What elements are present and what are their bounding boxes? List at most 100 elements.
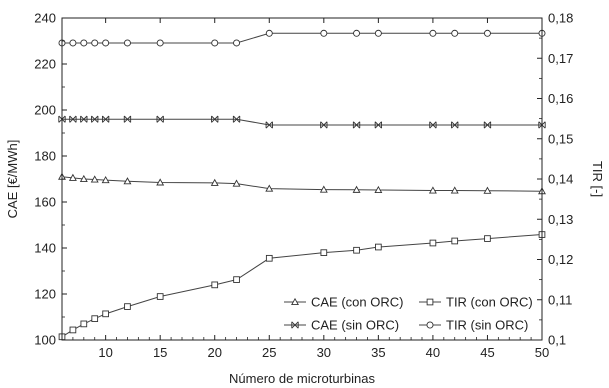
- legend-label: TIR (con ORC): [446, 295, 533, 310]
- series-triangle: [58, 172, 546, 195]
- y-right-tick-label: 0,13: [548, 212, 573, 227]
- data-point: [102, 39, 110, 47]
- data-point: [451, 29, 459, 37]
- y-left-tick-label: 100: [34, 333, 56, 348]
- data-point: [102, 310, 109, 318]
- data-point: [352, 121, 361, 129]
- data-point: [265, 121, 273, 129]
- series-line: [62, 118, 542, 126]
- data-point: [210, 178, 219, 186]
- data-point: [451, 121, 459, 129]
- data-point: [156, 178, 165, 186]
- data-point: [211, 115, 219, 123]
- data-point: [123, 39, 131, 47]
- data-point: [483, 29, 491, 37]
- x-tick-label: 25: [262, 345, 276, 360]
- axes: 10 15 20 25 30 35 40 45 50 100 120 140 160 180 200 220 2…: [34, 11, 573, 361]
- data-point: [374, 29, 382, 37]
- y-left-tick-label: 120: [34, 287, 56, 302]
- data-point: [69, 39, 77, 47]
- data-point: [91, 115, 99, 123]
- series-layer: [58, 29, 546, 341]
- y-left-tick-label: 200: [34, 103, 56, 118]
- data-point: [428, 186, 437, 194]
- data-point: [123, 115, 132, 123]
- data-point: [124, 303, 131, 310]
- y-left-tick-label: 140: [34, 241, 56, 256]
- data-point: [91, 315, 99, 322]
- legend-label: CAE (con ORC): [311, 295, 403, 310]
- y-left-tick-label: 180: [34, 149, 56, 164]
- data-point: [80, 320, 88, 328]
- data-point: [265, 29, 273, 37]
- legend-marker: [291, 297, 299, 306]
- y-right-tick-label: 0,1: [548, 333, 566, 348]
- x-tick-label: 20: [207, 345, 221, 360]
- legend-entry: TIR (sin ORC): [419, 318, 528, 333]
- x-tick-label: 10: [98, 345, 112, 360]
- legend: CAE (con ORC) TIR (con ORC) CAE (sin ORC) T…: [284, 295, 533, 333]
- y-right-tick-label: 0,11: [548, 292, 572, 307]
- data-point: [374, 185, 383, 194]
- data-point: [352, 185, 361, 193]
- y-right-tick-label: 0,14: [548, 172, 573, 187]
- data-point: [320, 29, 328, 37]
- data-point: [91, 39, 99, 47]
- x-tick-label: 35: [371, 345, 385, 360]
- y-left-axis-title: CAE [€/MWh]: [5, 140, 20, 219]
- legend-label: TIR (sin ORC): [446, 318, 528, 333]
- data-point: [450, 186, 459, 194]
- x-tick-label: 40: [426, 345, 440, 360]
- data-point: [156, 115, 164, 123]
- data-point: [101, 115, 110, 123]
- data-point: [69, 115, 77, 123]
- data-point: [429, 239, 437, 247]
- data-point: [353, 29, 361, 37]
- data-point: [80, 39, 88, 47]
- data-point: [320, 249, 328, 256]
- data-point: [68, 173, 77, 181]
- data-point: [374, 121, 383, 129]
- y-left-tick-label: 220: [34, 57, 56, 72]
- legend-entry: TIR (con ORC): [419, 295, 533, 310]
- data-point: [484, 235, 491, 242]
- x-tick-label: 30: [317, 345, 331, 360]
- data-point: [451, 237, 459, 245]
- series-square: [58, 231, 546, 341]
- data-point: [69, 326, 77, 334]
- data-point: [156, 293, 164, 300]
- legend-label: CAE (sin ORC): [311, 318, 399, 333]
- y-right-tick-label: 0,18: [548, 11, 573, 26]
- data-point: [483, 121, 492, 129]
- y-right-tick-label: 0,17: [548, 51, 573, 66]
- plot-frame: [61, 17, 543, 341]
- y-right-axis-title: TIR [-]: [590, 161, 605, 197]
- data-point: [375, 243, 382, 251]
- legend-entry: CAE (con ORC): [284, 295, 403, 310]
- y-left-tick-label: 240: [34, 11, 56, 26]
- series-line: [62, 32, 542, 44]
- data-point: [80, 115, 88, 123]
- x-tick-label: 45: [480, 345, 494, 360]
- data-point: [265, 254, 273, 262]
- data-point: [211, 39, 219, 47]
- x-tick-label: 15: [153, 345, 167, 360]
- series-line: [61, 176, 543, 192]
- y-right-tick-label: 0,16: [548, 91, 573, 106]
- y-right-tick-label: 0,15: [548, 131, 573, 146]
- data-point: [353, 246, 360, 254]
- x-tick-label: 50: [535, 345, 549, 360]
- data-point: [265, 184, 274, 192]
- data-point: [232, 115, 241, 123]
- data-point: [319, 185, 328, 193]
- x-axis-title: Número de microturbinas: [229, 371, 375, 386]
- data-point: [483, 186, 492, 194]
- data-point: [232, 179, 241, 187]
- legend-marker: [426, 321, 434, 329]
- series-circle: [58, 29, 546, 47]
- legend-marker: [426, 298, 434, 306]
- data-point: [320, 121, 328, 129]
- data-point: [233, 39, 241, 47]
- data-point: [90, 175, 99, 183]
